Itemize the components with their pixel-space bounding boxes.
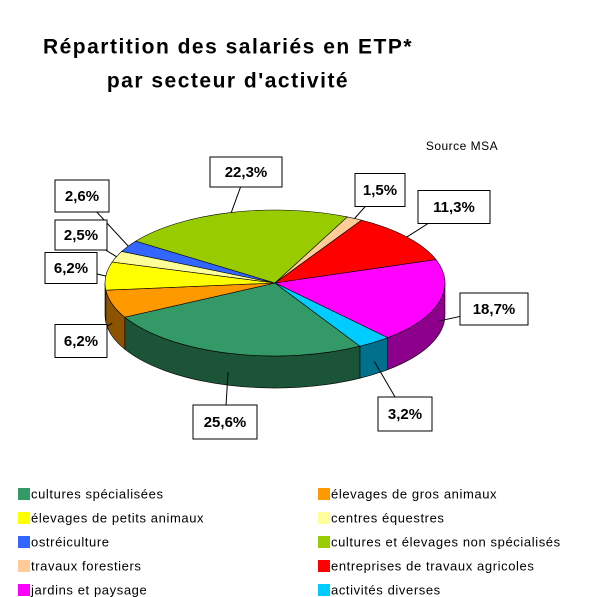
label-box <box>209 156 283 188</box>
legend-label: travaux forestiers <box>31 558 142 573</box>
legend-swatch <box>318 560 330 572</box>
legend-swatch <box>318 512 330 524</box>
value-label: 18,7% <box>473 301 516 318</box>
legend-swatch <box>18 560 30 572</box>
slice <box>273 259 446 338</box>
legend-swatch <box>18 512 30 524</box>
slice <box>124 282 361 357</box>
legend-label: élevages de petits animaux <box>31 510 204 525</box>
legend-label: entreprises de travaux agricoles <box>331 558 534 573</box>
legend-label: centres équestres <box>331 510 445 525</box>
label-box <box>44 252 98 284</box>
legend-swatch <box>318 536 330 548</box>
value-label: 1,5% <box>363 182 397 199</box>
legend-swatch <box>318 584 330 596</box>
label-box <box>354 173 406 207</box>
chart-title: Répartition des salariés en ETP* <box>43 36 413 59</box>
legend-label: ostréiculture <box>31 534 110 549</box>
legend-swatch <box>18 536 30 548</box>
label-box <box>417 190 491 224</box>
source-note: Source MSA <box>426 139 498 153</box>
label-box <box>54 219 108 251</box>
legend-swatch <box>318 488 330 500</box>
legend-swatch <box>18 584 30 596</box>
value-label: 25,6% <box>204 414 247 431</box>
value-label: 2,6% <box>65 188 99 205</box>
value-label: 3,2% <box>388 406 422 423</box>
value-label: 11,3% <box>433 199 475 216</box>
slice <box>274 282 389 347</box>
legend-label: cultures spécialisées <box>31 486 164 501</box>
legend-swatch <box>18 488 30 500</box>
label-box <box>54 324 108 358</box>
label-box <box>377 396 433 432</box>
value-label: 6,2% <box>64 333 98 350</box>
value-label: 2,5% <box>64 227 98 244</box>
legend-label: élevages de gros animaux <box>331 486 497 501</box>
legend-label: jardins et paysage <box>30 582 147 597</box>
label-box <box>54 179 110 213</box>
value-label: 22,3% <box>225 164 268 181</box>
legend-label: cultures et élevages non spécialisés <box>331 534 561 549</box>
label-box <box>192 404 258 440</box>
value-label: 6,2% <box>54 260 88 277</box>
slice <box>135 209 349 284</box>
chart-title: par secteur d'activité <box>107 70 349 93</box>
legend-label: activités diverses <box>331 582 441 597</box>
label-box <box>459 292 529 326</box>
